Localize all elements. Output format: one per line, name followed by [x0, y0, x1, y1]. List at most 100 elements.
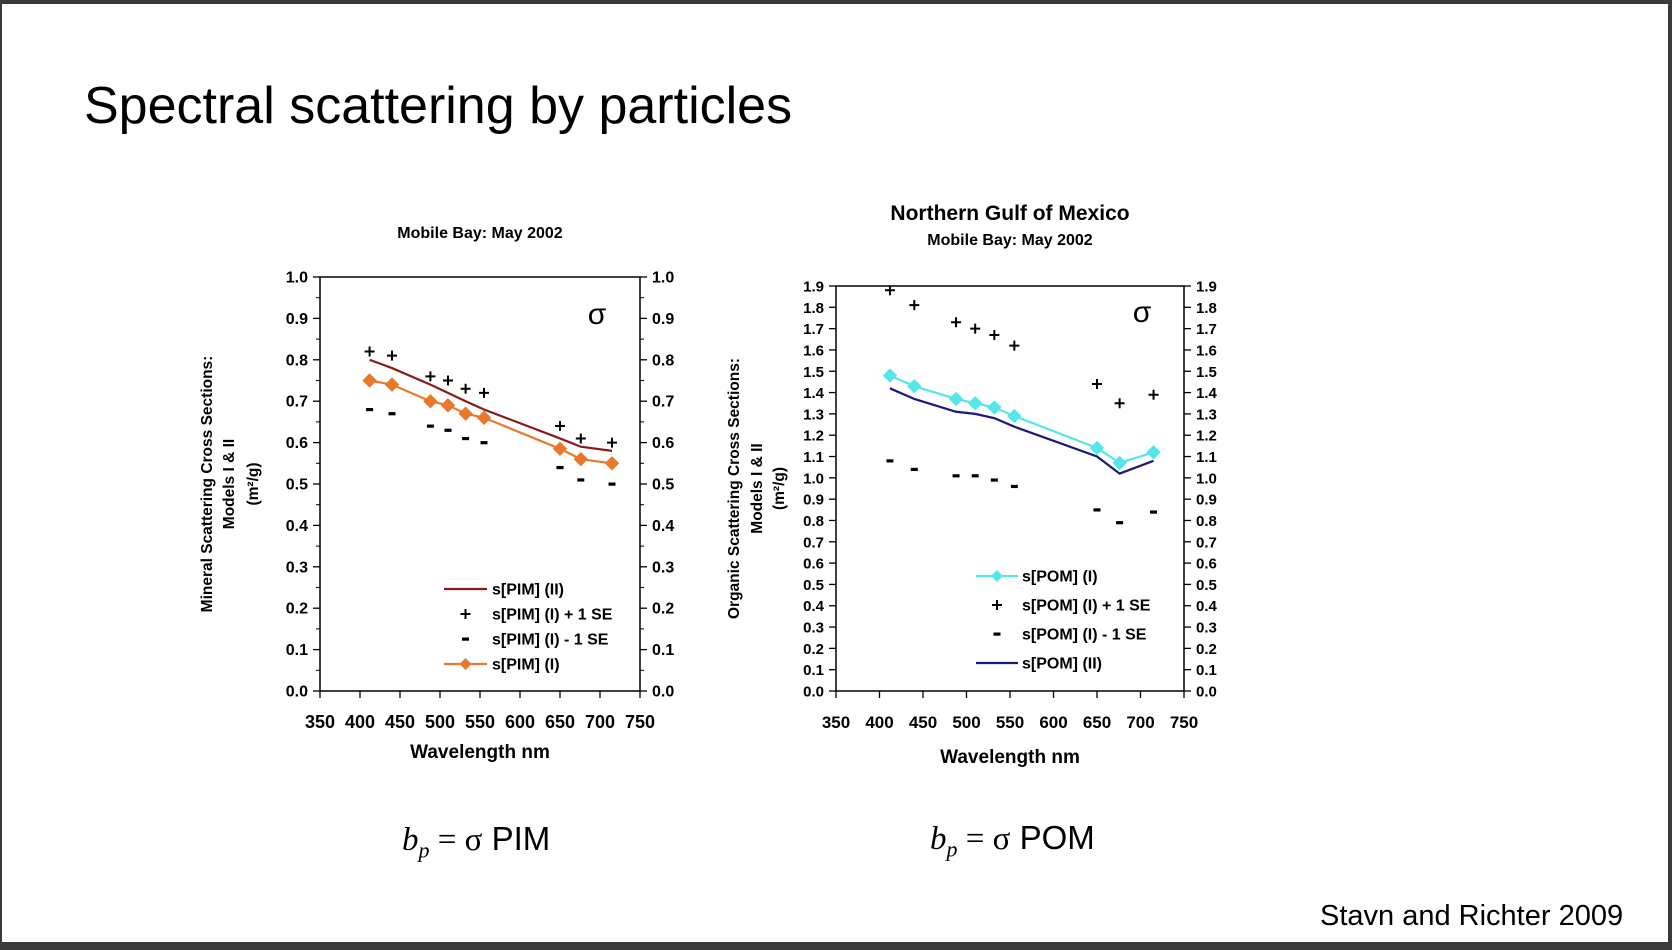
x-tick-label: 450	[909, 713, 937, 732]
y-tick-label-left: 0.5	[803, 577, 824, 594]
legend-label: s[PIM] (I) - 1 SE	[492, 632, 609, 649]
x-tick-label: 650	[545, 712, 575, 732]
data-point	[987, 400, 1002, 415]
y-tick-label-left: 1.5	[803, 364, 824, 381]
y-tick-label-left: 0.5	[286, 477, 308, 494]
data-point	[1009, 340, 1020, 351]
x-tick-label: 750	[625, 712, 655, 732]
series-line	[369, 379, 613, 465]
x-tick-label: 700	[1126, 713, 1154, 732]
data-point	[444, 428, 452, 432]
formula-pom-eq: =	[957, 821, 993, 857]
data-point	[1089, 440, 1105, 456]
series-3	[366, 407, 616, 486]
x-tick-label: 600	[1039, 713, 1067, 732]
series-2	[364, 346, 617, 448]
data-point	[577, 478, 585, 482]
series-4	[889, 387, 1154, 475]
citation: Stavn and Richter 2009	[1320, 900, 1624, 932]
x-tick-label: 600	[505, 712, 535, 732]
sigma-annotation: σ	[588, 298, 607, 331]
legend-label: s[PIM] (II)	[492, 582, 564, 599]
data-point	[458, 406, 473, 421]
legend-marker	[993, 632, 1001, 636]
data-point	[882, 368, 898, 383]
data-point	[1146, 445, 1161, 460]
formula-pom-sigma: σ	[992, 821, 1011, 857]
data-point	[476, 410, 492, 425]
data-point	[1092, 379, 1102, 390]
data-point	[951, 317, 962, 328]
y-tick-label-right: 0.1	[652, 642, 674, 659]
y-tick-label-right: 0.2	[1196, 641, 1217, 658]
y-tick-label-left: 1.6	[803, 342, 824, 359]
chart-1: Mobile Bay: May 2002 0.0 0.0 0.1 0.1 0.2 0.2 0.…	[199, 225, 674, 763]
x-tick-label: 350	[822, 713, 850, 732]
series-1	[369, 358, 613, 452]
data-point	[886, 459, 894, 463]
y-tick-label-left: 0.2	[803, 641, 824, 658]
y-tick-label-right: 1.9	[1196, 279, 1217, 296]
y-tick-label-left: 0.8	[803, 513, 824, 530]
y-tick-label-right: 1.3	[1196, 406, 1217, 423]
y-tick-label-right: 0.7	[652, 394, 674, 411]
data-point	[555, 421, 565, 432]
y-axis-label: Organic Scattering Cross Sections:	[726, 358, 743, 619]
data-point	[425, 371, 436, 382]
data-point	[1010, 484, 1018, 489]
series-2	[884, 285, 1159, 409]
slide-title: Spectral scattering by particles	[84, 77, 793, 135]
y-tick-label-left: 0.6	[286, 435, 308, 452]
y-tick-label-left: 1.0	[286, 270, 308, 287]
data-point	[1112, 455, 1127, 471]
data-point	[607, 437, 617, 448]
data-point	[423, 393, 438, 409]
data-point	[388, 412, 396, 416]
formula-pom-rest: POM	[1010, 819, 1095, 856]
y-tick-label-right: 1.8	[1196, 300, 1217, 317]
y-tick-label-left: 0.0	[803, 684, 824, 701]
y-tick-label-left: 1.2	[803, 428, 824, 445]
data-point	[1007, 408, 1022, 424]
y-tick-label-right: 0.7	[1196, 534, 1217, 551]
y-tick-label-right: 0.1	[1196, 662, 1217, 679]
legend-item: s[POM] (II)	[976, 656, 1102, 673]
data-point	[366, 407, 374, 412]
y-tick-label-left: 0.1	[286, 642, 308, 659]
y-axis-label: Models I & II	[749, 443, 766, 533]
series-line	[889, 387, 1154, 475]
series-1	[882, 368, 1161, 471]
x-tick-label: 750	[1170, 713, 1198, 732]
y-tick-label-right: 0.5	[1196, 577, 1217, 594]
data-point	[462, 436, 470, 441]
chart-2: Northern Gulf of Mexico Mobile Bay: May 2…	[726, 202, 1218, 768]
y-tick-label-left: 0.3	[286, 559, 308, 576]
y-tick-label-right: 0.3	[652, 559, 674, 576]
y-tick-label-left: 0.4	[803, 598, 825, 615]
y-axis-label: (m²/g)	[771, 467, 788, 510]
legend-label: s[POM] (II)	[1022, 656, 1102, 673]
formula-pom-b: b	[930, 821, 947, 857]
x-tick-label: 500	[952, 713, 980, 732]
legend-marker	[459, 658, 472, 670]
y-axis-label: Models I & II	[221, 439, 238, 529]
y-tick-label-right: 1.6	[1196, 342, 1217, 359]
legend-label: s[PIM] (I) + 1 SE	[492, 607, 613, 624]
data-point	[907, 378, 922, 394]
legend-item: s[POM] (I)	[976, 569, 1098, 586]
legend-item: s[PIM] (I) + 1 SE	[460, 607, 613, 624]
y-tick-label-right: 0.9	[652, 311, 674, 328]
data-point	[608, 482, 616, 486]
y-tick-label-right: 1.5	[1196, 364, 1217, 381]
y-axis-label: (m²/g)	[245, 462, 262, 505]
data-point	[384, 377, 400, 392]
chart-title: Northern Gulf of Mexico	[890, 202, 1129, 225]
legend-label: s[POM] (I) + 1 SE	[1022, 598, 1151, 615]
formula-pom-sub: p	[946, 836, 958, 862]
data-point	[970, 323, 981, 334]
data-point	[967, 396, 983, 411]
data-point	[480, 441, 488, 445]
data-point	[1116, 521, 1124, 525]
legend-label: s[PIM] (I)	[492, 657, 560, 674]
data-point	[556, 465, 564, 470]
